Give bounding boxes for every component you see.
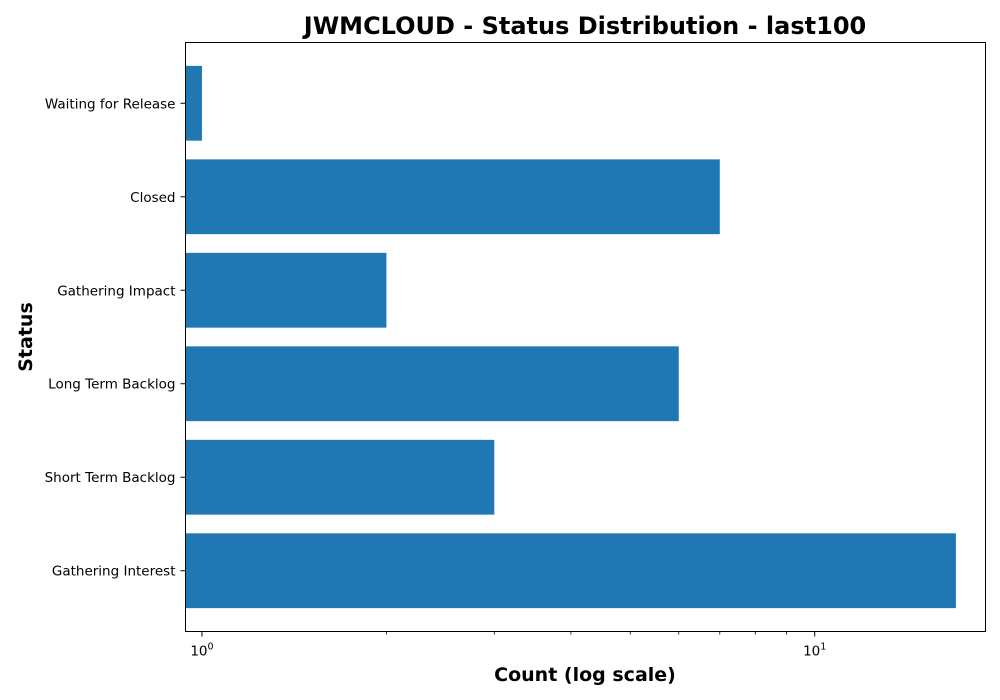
x-axis-ticks: 100 101 (190, 631, 826, 660)
bars-group (185, 65, 956, 609)
bar-waiting-for-release (185, 65, 202, 141)
plot-frame (185, 42, 986, 632)
y-tick-label: Closed (130, 190, 175, 206)
y-tick-label: Gathering Interest (52, 564, 176, 580)
y-tick-label: Long Term Backlog (48, 377, 175, 393)
y-tick-label: Waiting for Release (45, 96, 176, 112)
x-tick-label: 101 (803, 642, 826, 660)
bar-long-term-backlog (185, 346, 679, 422)
x-tick-label: 100 (190, 642, 213, 660)
y-tick-label: Gathering Impact (57, 283, 175, 299)
chart-title: JWMCLOUD - Status Distribution - last100 (302, 12, 866, 40)
bar-gathering-interest (185, 533, 956, 609)
y-axis-label: Status (15, 302, 37, 372)
y-axis-ticks: Waiting for Release Closed Gathering Impac… (45, 96, 186, 580)
bar-short-term-backlog (185, 439, 495, 515)
bar-gathering-impact (185, 252, 387, 328)
x-axis-label: Count (log scale) (494, 664, 676, 686)
y-tick-label: Short Term Backlog (45, 470, 176, 486)
bar-closed (185, 159, 720, 235)
